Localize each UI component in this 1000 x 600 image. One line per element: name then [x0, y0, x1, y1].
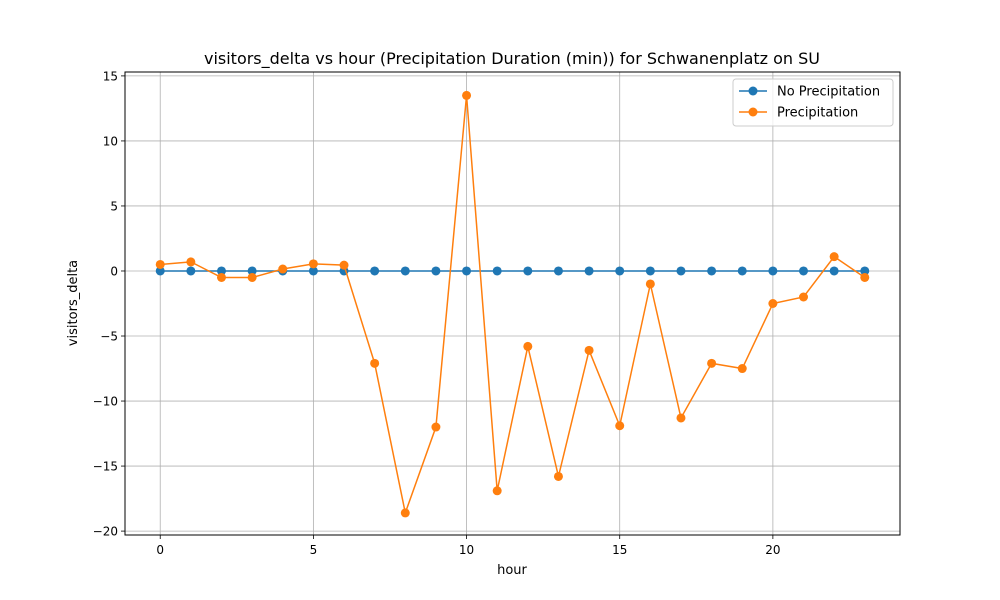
data-point	[799, 266, 809, 276]
y-axis-label: visitors_delta	[66, 260, 81, 346]
legend-label: Precipitation	[777, 106, 858, 121]
data-point	[799, 292, 809, 302]
data-point	[216, 272, 226, 282]
y-tick-label: −15	[93, 460, 118, 474]
legend: No Precipitation Precipitation	[732, 78, 894, 127]
data-point	[339, 260, 349, 270]
data-point	[186, 266, 196, 276]
legend-label: No Precipitation	[777, 85, 880, 100]
data-point	[584, 266, 594, 276]
y-tick-label: −20	[93, 525, 118, 539]
data-point	[553, 471, 563, 481]
data-point	[676, 413, 686, 423]
data-point	[431, 266, 441, 276]
legend-marker	[748, 86, 758, 96]
data-point	[768, 299, 778, 308]
data-point	[431, 422, 441, 432]
data-point	[492, 266, 502, 276]
y-tick-label: 0	[110, 264, 118, 278]
data-point	[645, 279, 655, 289]
data-point	[829, 252, 839, 262]
data-point	[584, 345, 594, 355]
x-axis-label: hour	[497, 563, 527, 578]
y-tick-label: −10	[93, 395, 118, 409]
legend-item: No Precipitation	[739, 85, 880, 100]
data-point	[400, 508, 410, 518]
y-tick-label: 15	[103, 69, 118, 83]
data-point	[155, 259, 165, 269]
x-tick-label: 0	[156, 543, 164, 557]
data-point	[462, 266, 472, 276]
series-1	[155, 90, 870, 518]
data-point	[860, 272, 870, 282]
data-point	[707, 358, 717, 368]
x-tick-label: 15	[612, 543, 627, 557]
data-point	[737, 266, 747, 276]
data-point	[615, 421, 625, 431]
x-tick-label: 5	[310, 543, 318, 557]
data-point	[186, 257, 196, 267]
data-point	[615, 266, 625, 276]
data-point	[247, 272, 257, 282]
data-point	[829, 266, 839, 276]
data-point	[523, 341, 533, 351]
data-point	[370, 358, 380, 368]
tick-layer: 0 5 10 15 20 −20 −15 −10 −5 0 5 10 15	[93, 69, 781, 557]
data-point	[860, 266, 870, 276]
data-point	[278, 264, 288, 274]
data-point	[492, 486, 502, 496]
data-point	[308, 266, 318, 276]
data-point	[400, 266, 410, 276]
y-tick-label: −5	[100, 330, 118, 344]
x-tick-label: 10	[459, 543, 474, 557]
data-point	[676, 266, 686, 276]
data-point	[155, 266, 165, 276]
data-point	[247, 266, 257, 276]
data-point	[737, 364, 747, 374]
y-tick-label: 5	[110, 199, 118, 213]
legend-box	[732, 78, 894, 127]
series-layer	[155, 90, 870, 518]
data-point	[768, 266, 778, 276]
series-line	[160, 95, 866, 516]
data-point	[645, 266, 655, 276]
data-point	[707, 266, 717, 276]
legend-item: Precipitation	[739, 106, 858, 121]
x-tick-label: 20	[765, 543, 780, 557]
data-point	[462, 90, 472, 100]
data-point	[216, 266, 226, 276]
legend-marker	[748, 107, 758, 117]
y-tick-label: 10	[103, 134, 118, 148]
data-point	[308, 259, 318, 269]
data-point	[523, 266, 533, 276]
data-point	[370, 266, 380, 276]
plot-frame	[124, 71, 901, 536]
data-point	[553, 266, 563, 276]
chart-title: visitors_delta vs hour (Precipitation Du…	[204, 49, 820, 69]
